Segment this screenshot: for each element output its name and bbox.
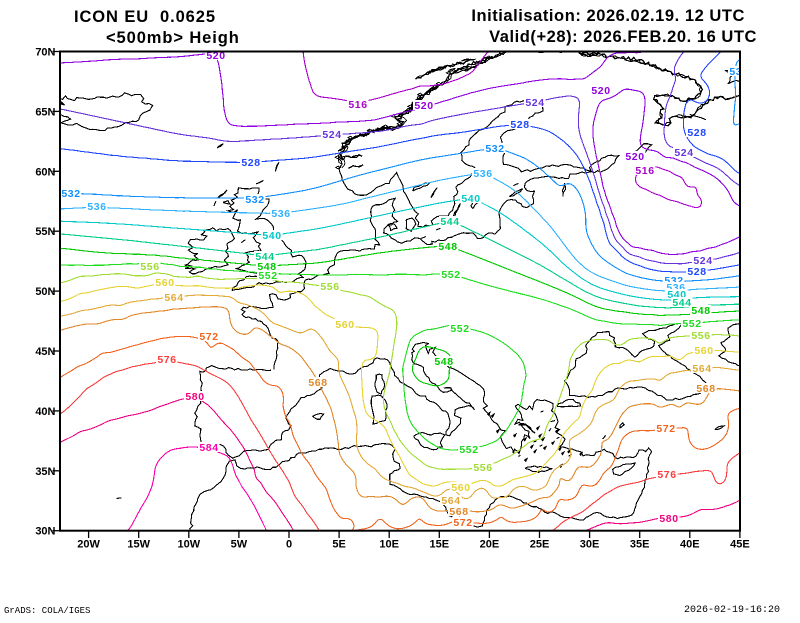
svg-text:528: 528	[510, 119, 529, 131]
svg-text:60N: 60N	[35, 166, 55, 178]
svg-text:552: 552	[258, 270, 277, 282]
svg-text:556: 556	[473, 462, 492, 474]
svg-text:536: 536	[87, 201, 106, 213]
svg-text:532: 532	[245, 194, 264, 206]
svg-text:50N: 50N	[35, 286, 55, 298]
svg-text:25E: 25E	[530, 539, 550, 551]
svg-text:532: 532	[485, 143, 504, 155]
svg-text:5E: 5E	[332, 539, 345, 551]
svg-text:540: 540	[262, 230, 281, 242]
svg-text:544: 544	[672, 297, 691, 309]
svg-text:45E: 45E	[730, 539, 750, 551]
svg-text:572: 572	[453, 517, 472, 529]
svg-text:552: 552	[459, 444, 478, 456]
svg-text:572: 572	[656, 423, 675, 435]
svg-text:30E: 30E	[580, 539, 600, 551]
svg-text:572: 572	[199, 331, 218, 343]
svg-text:536: 536	[473, 168, 492, 180]
svg-text:552: 552	[441, 269, 460, 281]
svg-text:564: 564	[441, 495, 460, 507]
svg-text:548: 548	[438, 241, 457, 253]
svg-text:520: 520	[591, 85, 610, 97]
svg-text:532: 532	[61, 188, 80, 200]
svg-text:45N: 45N	[35, 346, 55, 358]
svg-text:524: 524	[674, 147, 693, 159]
svg-text:55N: 55N	[35, 226, 55, 238]
svg-text:516: 516	[635, 165, 654, 177]
svg-text:10W: 10W	[177, 539, 200, 551]
svg-text:70N: 70N	[35, 47, 55, 59]
svg-text:568: 568	[449, 506, 468, 518]
svg-text:528: 528	[687, 266, 706, 278]
svg-text:15W: 15W	[127, 539, 150, 551]
svg-text:516: 516	[348, 99, 367, 111]
svg-text:580: 580	[659, 513, 678, 525]
svg-text:564: 564	[164, 292, 183, 304]
svg-text:560: 560	[694, 345, 713, 357]
svg-text:65N: 65N	[35, 106, 55, 118]
svg-text:560: 560	[451, 482, 470, 494]
svg-text:528: 528	[241, 157, 260, 169]
svg-text:556: 556	[140, 261, 159, 273]
svg-text:584: 584	[199, 442, 218, 454]
svg-text:556: 556	[691, 330, 710, 342]
svg-text:528: 528	[687, 127, 706, 139]
svg-text:520: 520	[625, 151, 644, 163]
svg-text:10E: 10E	[379, 539, 399, 551]
svg-text:15E: 15E	[430, 539, 450, 551]
svg-text:30N: 30N	[35, 526, 55, 538]
svg-text:40E: 40E	[680, 539, 700, 551]
svg-text:520: 520	[414, 100, 433, 112]
svg-text:560: 560	[155, 277, 174, 289]
svg-text:560: 560	[335, 319, 354, 331]
svg-text:20W: 20W	[77, 539, 100, 551]
svg-text:532: 532	[729, 66, 748, 78]
svg-text:540: 540	[461, 193, 480, 205]
svg-text:524: 524	[525, 97, 544, 109]
svg-text:0: 0	[286, 539, 292, 551]
svg-text:544: 544	[255, 251, 274, 263]
svg-text:20E: 20E	[480, 539, 500, 551]
svg-text:564: 564	[692, 363, 711, 375]
svg-text:548: 548	[691, 305, 710, 317]
svg-text:580: 580	[185, 391, 204, 403]
svg-text:552: 552	[682, 318, 701, 330]
svg-text:524: 524	[693, 255, 712, 267]
svg-text:568: 568	[696, 383, 715, 395]
svg-text:548: 548	[434, 356, 453, 368]
svg-text:544: 544	[440, 216, 459, 228]
svg-text:524: 524	[322, 129, 341, 141]
svg-text:556: 556	[320, 281, 339, 293]
svg-text:520: 520	[206, 50, 225, 62]
svg-text:5W: 5W	[231, 539, 248, 551]
svg-text:536: 536	[271, 208, 290, 220]
svg-text:576: 576	[657, 469, 676, 481]
svg-text:552: 552	[450, 323, 469, 335]
svg-text:576: 576	[157, 354, 176, 366]
svg-text:40N: 40N	[35, 406, 55, 418]
svg-text:568: 568	[308, 377, 327, 389]
svg-text:35E: 35E	[630, 539, 650, 551]
svg-text:35N: 35N	[35, 466, 55, 478]
